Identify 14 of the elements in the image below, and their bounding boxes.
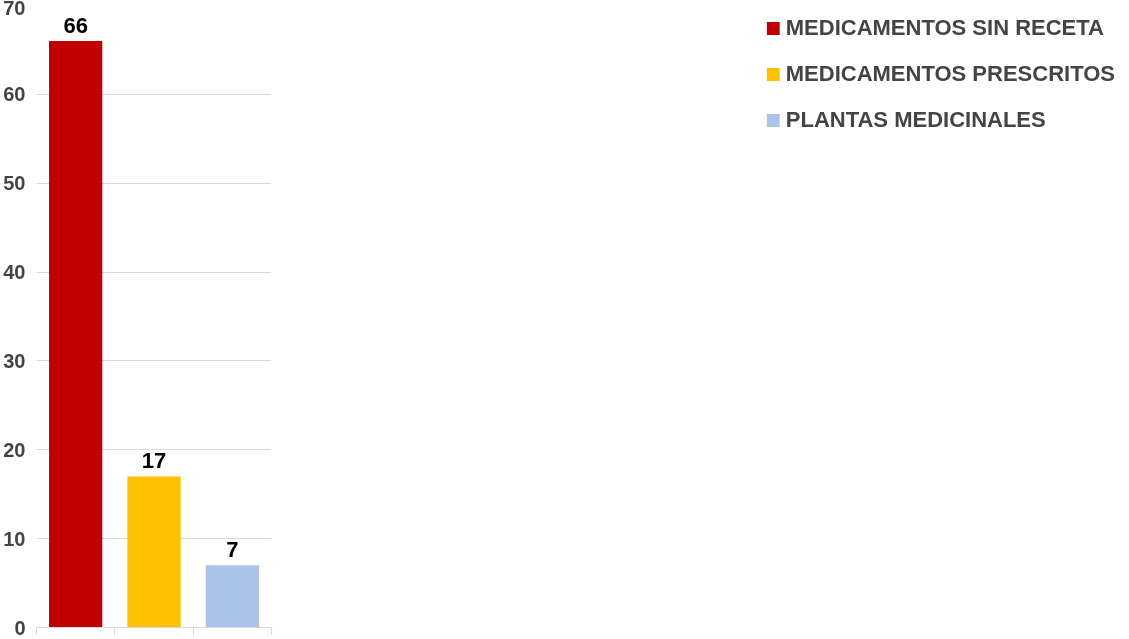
legend-label: MEDICAMENTOS SIN RECETA <box>785 15 1104 41</box>
y-tick-label: 50 <box>3 172 26 195</box>
legend-label: MEDICAMENTOS PRESCRITOS <box>785 61 1115 87</box>
data-label: 66 <box>63 13 88 39</box>
y-tick-label: 10 <box>3 527 26 550</box>
y-tick-label: 0 <box>14 616 26 639</box>
legend-label: PLANTAS MEDICINALES <box>785 107 1046 133</box>
y-tick-label: 40 <box>3 261 26 284</box>
y-tick-label: 60 <box>3 83 26 106</box>
data-label: 7 <box>226 537 239 563</box>
y-tick-label: 70 <box>3 0 26 19</box>
data-label: 17 <box>141 448 167 474</box>
y-tick-label: 20 <box>3 438 26 461</box>
y-tick-label: 30 <box>3 349 26 372</box>
